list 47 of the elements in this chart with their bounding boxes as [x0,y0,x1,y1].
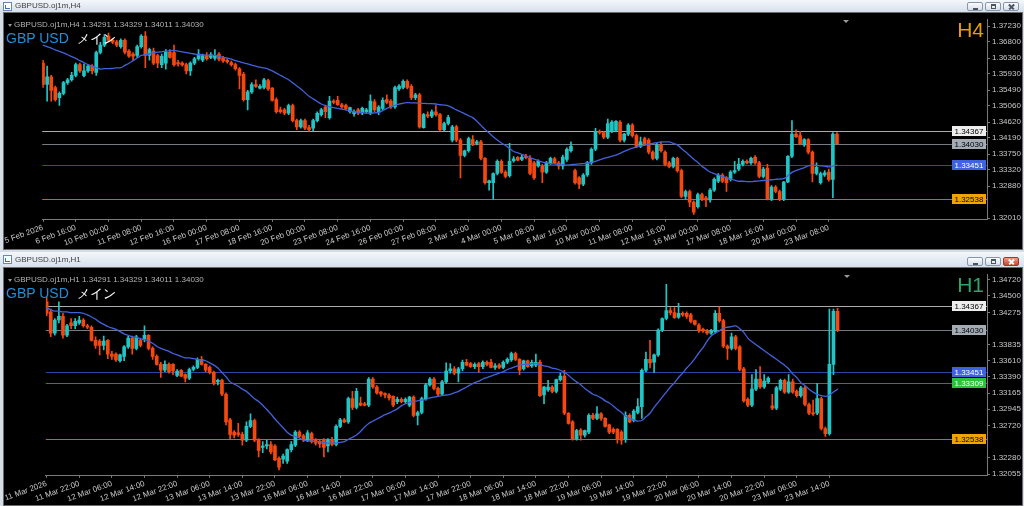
y-tick-label: 1.36360 [992,53,1022,63]
y-tick-label: 1.33610 [992,355,1022,365]
candlestick [546,380,550,392]
chart-title: GBPUSD.oj1m,H1 [15,254,81,264]
y-tick-label: 1.32010 [992,213,1022,223]
candlestick [648,340,652,369]
y-tick-label: 1.33835 [992,339,1022,349]
ref-line-label: 1.33451 [954,160,984,170]
ref-line-label: 1.34367 [954,301,984,311]
ref-line-label: 1.33451 [954,367,984,377]
annotation: GBPUSD.oj1m,H1 1.34291 1.34329 1.34011 1.34030 [14,274,204,284]
y-tick-label: 1.32280 [992,452,1022,462]
y-tick-label: 1.34190 [992,133,1022,143]
annotation: GBP USD [6,284,69,301]
ref-line-label: 1.34030 [954,139,984,149]
ref-line-label: 1.34030 [954,325,984,335]
candlestick [425,111,430,118]
y-tick-label: 1.35490 [992,85,1022,95]
y-tick-label: 1.37230 [992,21,1022,31]
y-tick-label: 1.32945 [992,404,1022,414]
y-tick-label: 1.36800 [992,37,1022,47]
y-tick-label: 1.34620 [992,117,1022,127]
y-tick-label: 1.33320 [992,165,1022,175]
text: H1 [957,272,984,296]
ref-line-label: 1.32538 [954,434,984,444]
y-tick-label: 1.33750 [992,149,1022,159]
annotation: メイン [76,285,116,301]
y-tick-label: 1.32720 [992,420,1022,430]
candlestick [236,423,241,437]
candlestick [493,363,497,370]
y-tick-label: 1.33390 [992,371,1022,381]
y-tick-label: 1.34275 [992,307,1022,317]
y-tick-label: 1.34500 [992,291,1022,301]
chart-title: GBPUSD.oj1m,H4 [15,1,81,10]
y-tick-label: 1.34720 [992,275,1022,285]
ref-line-label: 1.32538 [954,194,984,204]
candlestick [260,441,265,453]
y-tick-label: 1.35060 [992,101,1022,111]
y-tick-label: 1.32880 [992,181,1022,191]
ref-line-label: 1.33309 [954,378,984,388]
text: H4 [957,17,984,41]
y-tick-label: 1.35930 [992,69,1022,79]
ref-line-label: 1.34367 [954,126,984,136]
y-tick-label: 1.33165 [992,388,1022,398]
annotation: GBPUSD.oj1m,H4 1.34291 1.34329 1.34011 1.34030 [14,19,204,29]
y-tick-label: 1.32055 [992,469,1022,479]
annotation: GBP USD [6,29,69,46]
